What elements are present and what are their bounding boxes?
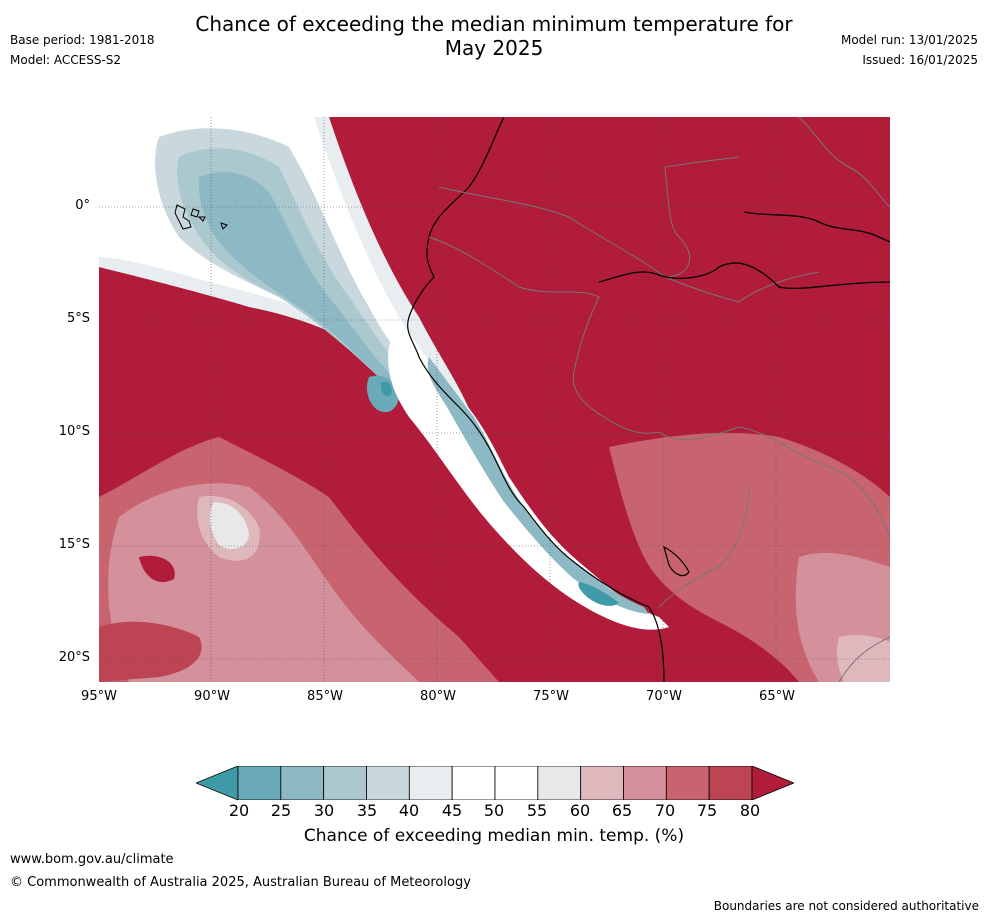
colorbar-segment — [366, 766, 410, 800]
colorbar-tick-25: 25 — [270, 801, 292, 820]
colorbar-tick-40: 40 — [398, 801, 420, 820]
colorbar-segment — [408, 766, 453, 800]
lat-tick-5s: 5°S — [66, 311, 90, 326]
colorbar-tick-70: 70 — [654, 801, 676, 820]
colorbar-label: Chance of exceeding median min. temp. (%… — [303, 826, 685, 846]
colorbar-tick-20: 20 — [228, 801, 250, 820]
colorbar-segment — [237, 766, 282, 800]
gridlines — [99, 117, 890, 682]
colorbar-arrow-low — [196, 766, 239, 800]
lon-tick-95w: 95°W — [81, 689, 117, 704]
galapagos-islands — [174, 204, 228, 230]
lat-tick-0: 0° — [75, 198, 90, 213]
footer-url[interactable]: www.bom.gov.au/climate — [10, 852, 174, 867]
colorbar-segment — [665, 766, 710, 800]
region-75-80-south-2 — [139, 555, 175, 583]
colorbar-arrow-high — [751, 766, 794, 800]
coastal-strip-deep — [578, 582, 619, 606]
country-borders — [428, 117, 890, 682]
title-line-2: May 2025 — [444, 36, 544, 60]
colorbar-tick-50: 50 — [483, 801, 505, 820]
colorbar-tick-55: 55 — [526, 801, 548, 820]
probability-map — [99, 117, 890, 682]
lon-tick-85w: 85°W — [307, 689, 343, 704]
colorbar-tick-80: 80 — [739, 801, 761, 820]
colorbar-tick-75: 75 — [696, 801, 718, 820]
footer-note: Boundaries are not considered authoritat… — [713, 899, 979, 913]
colorbar-segment — [494, 766, 539, 800]
lon-tick-90w: 90°W — [194, 689, 230, 704]
colorbar-segment — [537, 766, 582, 800]
model-name: Model: ACCESS-S2 — [10, 53, 122, 67]
lon-tick-80w: 80°W — [420, 689, 456, 704]
colorbar-segment — [280, 766, 325, 800]
lon-tick-65w: 65°W — [759, 689, 795, 704]
region-60-65-land — [836, 634, 890, 682]
colorbar-segment — [451, 766, 496, 800]
river-line — [743, 211, 890, 243]
colorbar-tick-45: 45 — [441, 801, 463, 820]
issued-date: Issued: 16/01/2025 — [862, 53, 978, 67]
coastal-strip-white — [388, 317, 669, 630]
meta-right: Model run: 13/01/2025 Issued: 16/01/2025 — [841, 30, 978, 70]
river-line-2 — [598, 262, 890, 290]
meta-left: Base period: 1981-2018 Model: ACCESS-S2 — [10, 30, 155, 70]
region-25-30 — [366, 375, 399, 413]
colorbar-tick-35: 35 — [356, 801, 378, 820]
colorbar-tick-30: 30 — [313, 801, 335, 820]
footer-copyright: © Commonwealth of Australia 2025, Austra… — [10, 875, 471, 890]
colorbar — [196, 766, 794, 800]
region-30-35 — [198, 172, 459, 437]
region-55-60 — [209, 502, 249, 550]
region-20-25 — [380, 381, 392, 397]
colorbar-segment — [708, 766, 753, 800]
colorbar-tick-60: 60 — [569, 801, 591, 820]
lat-tick-10s: 10°S — [58, 424, 90, 439]
base-period: Base period: 1981-2018 — [10, 33, 155, 47]
region-75-80-south — [99, 621, 202, 682]
title-line-1: Chance of exceeding the median minimum t… — [195, 12, 793, 36]
lon-tick-75w: 75°W — [533, 689, 569, 704]
colorbar-tick-65: 65 — [611, 801, 633, 820]
lake-titicaca — [663, 545, 690, 577]
colorbar-segment — [323, 766, 367, 800]
coastline — [407, 117, 665, 682]
lat-tick-15s: 15°S — [58, 537, 90, 552]
map-title: Chance of exceeding the median minimum t… — [0, 12, 988, 60]
model-run: Model run: 13/01/2025 — [840, 33, 978, 47]
lon-tick-70w: 70°W — [646, 689, 682, 704]
colorbar-segment — [623, 766, 667, 800]
colorbar-segment — [580, 766, 624, 800]
lat-tick-20s: 20°S — [58, 650, 90, 665]
